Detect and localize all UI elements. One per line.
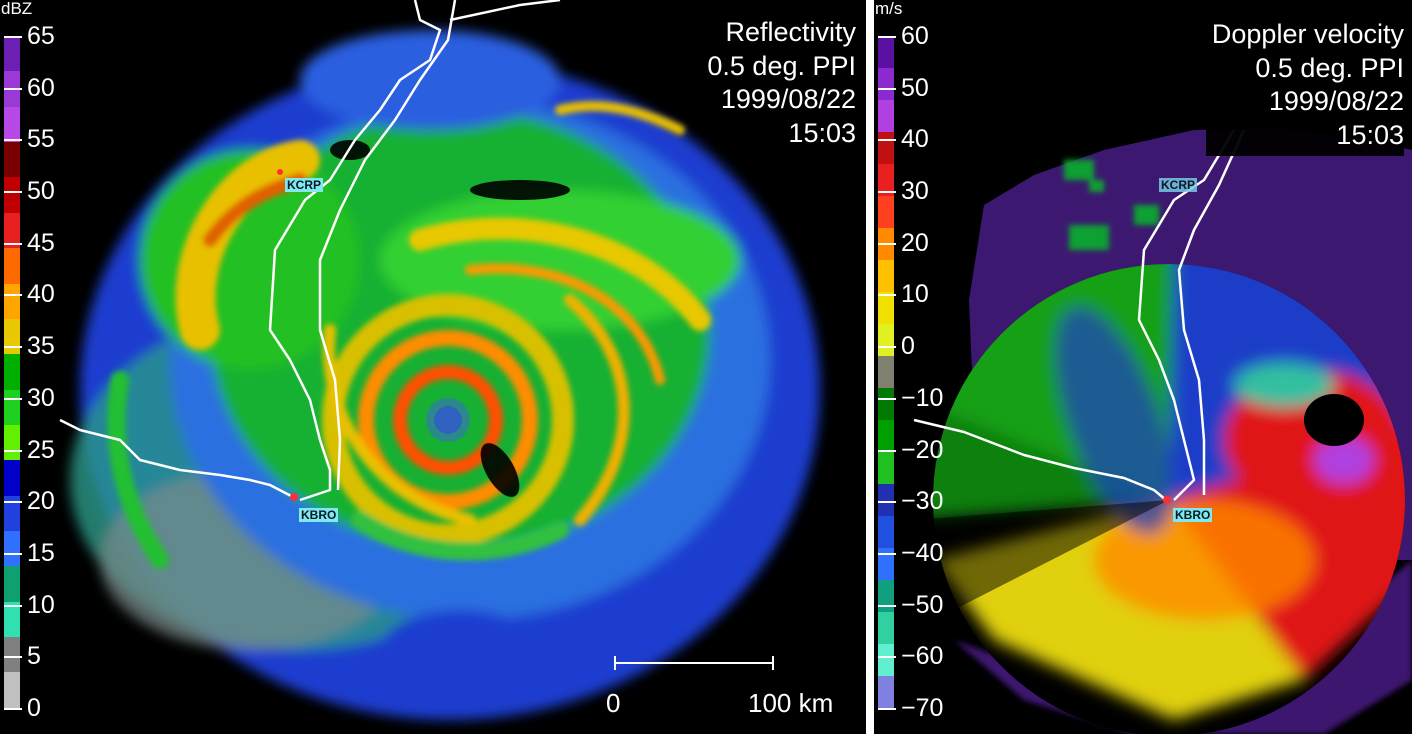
colorbar-segment <box>4 672 20 708</box>
colorbar-segment <box>878 260 894 292</box>
velocity-title-block: Doppler velocity 0.5 deg. PPI 1999/08/22… <box>1205 16 1404 156</box>
colorbar-tick-label: 60 <box>878 22 929 50</box>
colorbar-segment <box>4 531 20 567</box>
colorbar-tick-label: −60 <box>877 642 944 671</box>
reflectivity-panel: dBZ 65 60 55 50 45 40 35 30 25 20 15 10 5 0 Reflectiv… <box>0 0 866 734</box>
colorbar-tick-label: −20 <box>877 435 944 464</box>
colorbar-segment <box>4 106 20 143</box>
colorbar-segment <box>878 292 894 324</box>
colorbar-segment <box>878 484 894 516</box>
reflectivity-radar-image <box>59 0 820 720</box>
scan-date: 1999/08/22 <box>1268 86 1404 116</box>
scan-date: 1999/08/22 <box>720 84 856 114</box>
colorbar-segment <box>878 356 894 388</box>
colorbar-segment <box>878 452 894 484</box>
colorbar-segment <box>878 324 894 356</box>
colorbar-segment <box>878 676 894 708</box>
colorbar-tick-label: 0 <box>878 332 915 361</box>
colorbar-segment <box>4 354 20 390</box>
colorbar-segment <box>4 601 20 638</box>
reflectivity-colorbar <box>4 36 20 708</box>
colorbar-tick-label: 10 <box>4 590 55 619</box>
colorbar-tick-label: 40 <box>4 280 55 309</box>
colorbar-segment <box>878 388 894 420</box>
colorbar-tick-label: −30 <box>877 487 944 516</box>
colorbar-segment <box>878 68 894 100</box>
station-label-kbro: KBRO <box>299 508 339 522</box>
scale-end-label: 100 km <box>748 688 834 718</box>
colorbar-tick-label: 25 <box>4 435 55 464</box>
colorbar-segment <box>4 248 20 284</box>
colorbar-segment <box>4 424 20 461</box>
velocity-colorbar <box>878 36 894 708</box>
colorbar-segment <box>878 164 894 196</box>
colorbar-tick-label: 50 <box>878 73 929 102</box>
colorbar-segment <box>878 580 894 612</box>
colorbar-segment <box>4 389 20 425</box>
station-label-kcrp: KCRP <box>285 178 324 192</box>
colorbar-segment <box>4 637 20 673</box>
colorbar-segment <box>878 100 894 132</box>
colorbar-tick-label: 20 <box>878 228 929 257</box>
colorbar-tick-label: 5 <box>4 642 41 671</box>
scan-elevation: 0.5 deg. PPI <box>1255 52 1404 83</box>
scale-bar-line <box>614 656 774 670</box>
velocity-unit-label: m/s <box>875 0 903 18</box>
colorbar-tick-label: 50 <box>4 177 55 206</box>
colorbar-segment <box>878 420 894 452</box>
colorbar-segment <box>878 644 894 676</box>
colorbar-tick-label: 0 <box>4 694 41 722</box>
scale-start-label: 0 <box>606 688 621 718</box>
colorbar-segment <box>4 142 20 178</box>
colorbar-segment <box>4 177 20 213</box>
colorbar-tick-label: −50 <box>877 590 944 619</box>
colorbar-segment <box>878 548 894 580</box>
scan-time: 15:03 <box>1336 119 1404 150</box>
colorbar-segment <box>878 36 894 68</box>
colorbar-segment <box>4 212 20 249</box>
colorbar-segment <box>4 460 20 496</box>
colorbar-segment <box>4 566 20 602</box>
colorbar-tick-label: 30 <box>878 177 929 206</box>
scan-time: 15:03 <box>788 117 856 148</box>
station-label-kbro: KBRO <box>1173 508 1213 522</box>
product-name: Doppler velocity <box>1211 19 1404 49</box>
colorbar-segment <box>878 516 894 548</box>
colorbar-tick-label: 40 <box>878 125 929 154</box>
colorbar-tick-label: 15 <box>4 538 55 567</box>
velocity-radar-image <box>913 128 1412 734</box>
colorbar-tick-label: 35 <box>4 332 55 361</box>
colorbar-tick-label: 55 <box>4 125 55 154</box>
colorbar-tick-label: 10 <box>878 280 929 309</box>
colorbar-segment <box>878 612 894 644</box>
scan-elevation: 0.5 deg. PPI <box>707 50 856 81</box>
colorbar-tick-label: −10 <box>877 383 944 412</box>
colorbar-tick-label: 30 <box>4 383 55 412</box>
colorbar-tick-label: 20 <box>4 487 55 516</box>
reflectivity-title-block: Reflectivity 0.5 deg. PPI 1999/08/22 15:… <box>707 16 856 150</box>
station-label-kcrp: KCRP <box>1159 178 1198 192</box>
colorbar-segment <box>4 36 20 72</box>
colorbar-tick-label: −70 <box>877 694 944 722</box>
colorbar-tick-label: −40 <box>877 538 944 567</box>
colorbar-segment <box>878 196 894 228</box>
colorbar-segment <box>4 495 20 532</box>
colorbar-tick-label: 65 <box>4 22 55 50</box>
product-name: Reflectivity <box>725 17 856 47</box>
reflectivity-unit-label: dBZ <box>1 0 33 18</box>
colorbar-tick-label: 60 <box>4 73 55 102</box>
colorbar-segment <box>878 132 894 164</box>
colorbar-segment <box>4 283 20 319</box>
velocity-panel: m/s 60 50 40 30 20 10 0 −10 −20 −30 −40 −50 −60 −70 D… <box>874 0 1412 734</box>
colorbar-segment <box>4 318 20 355</box>
colorbar-tick-label: 45 <box>4 228 55 257</box>
